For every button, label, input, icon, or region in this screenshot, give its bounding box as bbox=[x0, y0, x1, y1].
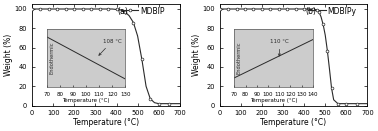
Text: (b): (b) bbox=[305, 7, 316, 16]
X-axis label: Temperature (°C): Temperature (°C) bbox=[260, 118, 327, 127]
X-axis label: Temperature (°C): Temperature (°C) bbox=[73, 118, 139, 127]
Text: (a): (a) bbox=[118, 7, 129, 16]
Y-axis label: Weight (%): Weight (%) bbox=[4, 34, 13, 76]
Text: MDBIPy: MDBIPy bbox=[328, 7, 356, 16]
Text: MDBIP: MDBIP bbox=[140, 7, 164, 16]
Y-axis label: Weight (%): Weight (%) bbox=[192, 34, 201, 76]
